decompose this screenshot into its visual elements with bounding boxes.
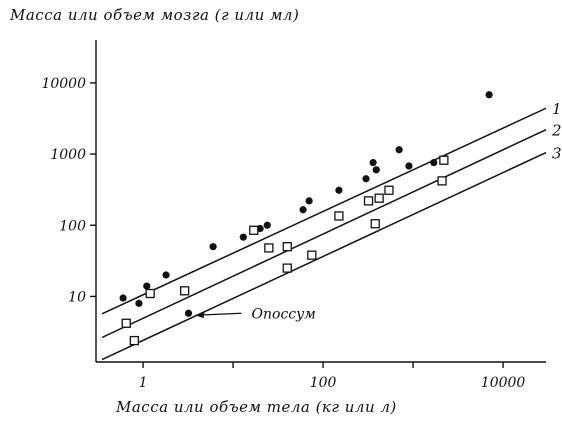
data-point-series-1 (184, 309, 193, 317)
regression-line-3 (101, 151, 547, 361)
data-point-series-1 (143, 282, 151, 290)
data-point-series-2 (145, 288, 155, 299)
series-label-2: 2 (551, 122, 562, 140)
data-point-series-1 (372, 166, 380, 174)
data-point-series-2 (384, 185, 394, 195)
annotation-label: Опоссум (252, 306, 316, 322)
x-axis-label: Масса или объем тела (кг или л) (116, 398, 397, 416)
x-tick-label: 100 (310, 375, 337, 391)
regression-line-2 (101, 128, 547, 339)
data-point-series-1 (405, 162, 413, 170)
data-point-series-2 (374, 193, 384, 203)
y-tick-label: 1000 (50, 147, 86, 163)
data-point-series-2 (264, 243, 274, 253)
x-tick-label: 1 (139, 375, 148, 391)
annotation-arrowhead (195, 311, 205, 319)
data-point-series-2 (121, 318, 131, 328)
x-tick-label: 10000 (481, 375, 526, 391)
data-point-series-1 (395, 146, 403, 154)
data-point-series-2 (282, 242, 292, 252)
data-point-series-2 (363, 196, 374, 206)
data-point-series-1 (299, 206, 307, 214)
y-tick-label: 10 (68, 289, 86, 305)
data-point-series-2 (249, 225, 259, 235)
data-point-series-1 (335, 186, 343, 194)
data-point-series-2 (180, 286, 190, 296)
y-tick-label: 100 (59, 218, 86, 234)
data-point-series-3 (282, 263, 292, 273)
data-point-series-2 (439, 155, 449, 165)
data-point-series-1 (135, 299, 143, 307)
data-point-series-3 (437, 176, 447, 186)
data-point-series-1 (369, 158, 377, 167)
data-point-series-1 (362, 175, 370, 183)
regression-line-1 (101, 107, 547, 315)
data-point-series-1 (263, 221, 271, 229)
data-point-series-2 (334, 211, 344, 221)
data-point-series-1 (162, 271, 170, 279)
series-label-3: 3 (552, 145, 562, 163)
data-point-series-1 (305, 197, 313, 205)
y-tick-label: 10000 (41, 76, 86, 92)
data-point-series-3 (370, 219, 380, 229)
data-point-series-1 (209, 243, 217, 251)
data-point-series-1 (485, 91, 493, 99)
series-label-1: 1 (552, 100, 562, 118)
data-point-series-3 (129, 335, 139, 346)
data-point-series-1 (119, 294, 127, 302)
data-point-series-1 (430, 158, 438, 167)
data-point-series-3 (307, 250, 317, 260)
data-point-series-1 (239, 233, 247, 241)
y-axis-label: Масса или объем мозга (г или мл) (10, 6, 300, 24)
